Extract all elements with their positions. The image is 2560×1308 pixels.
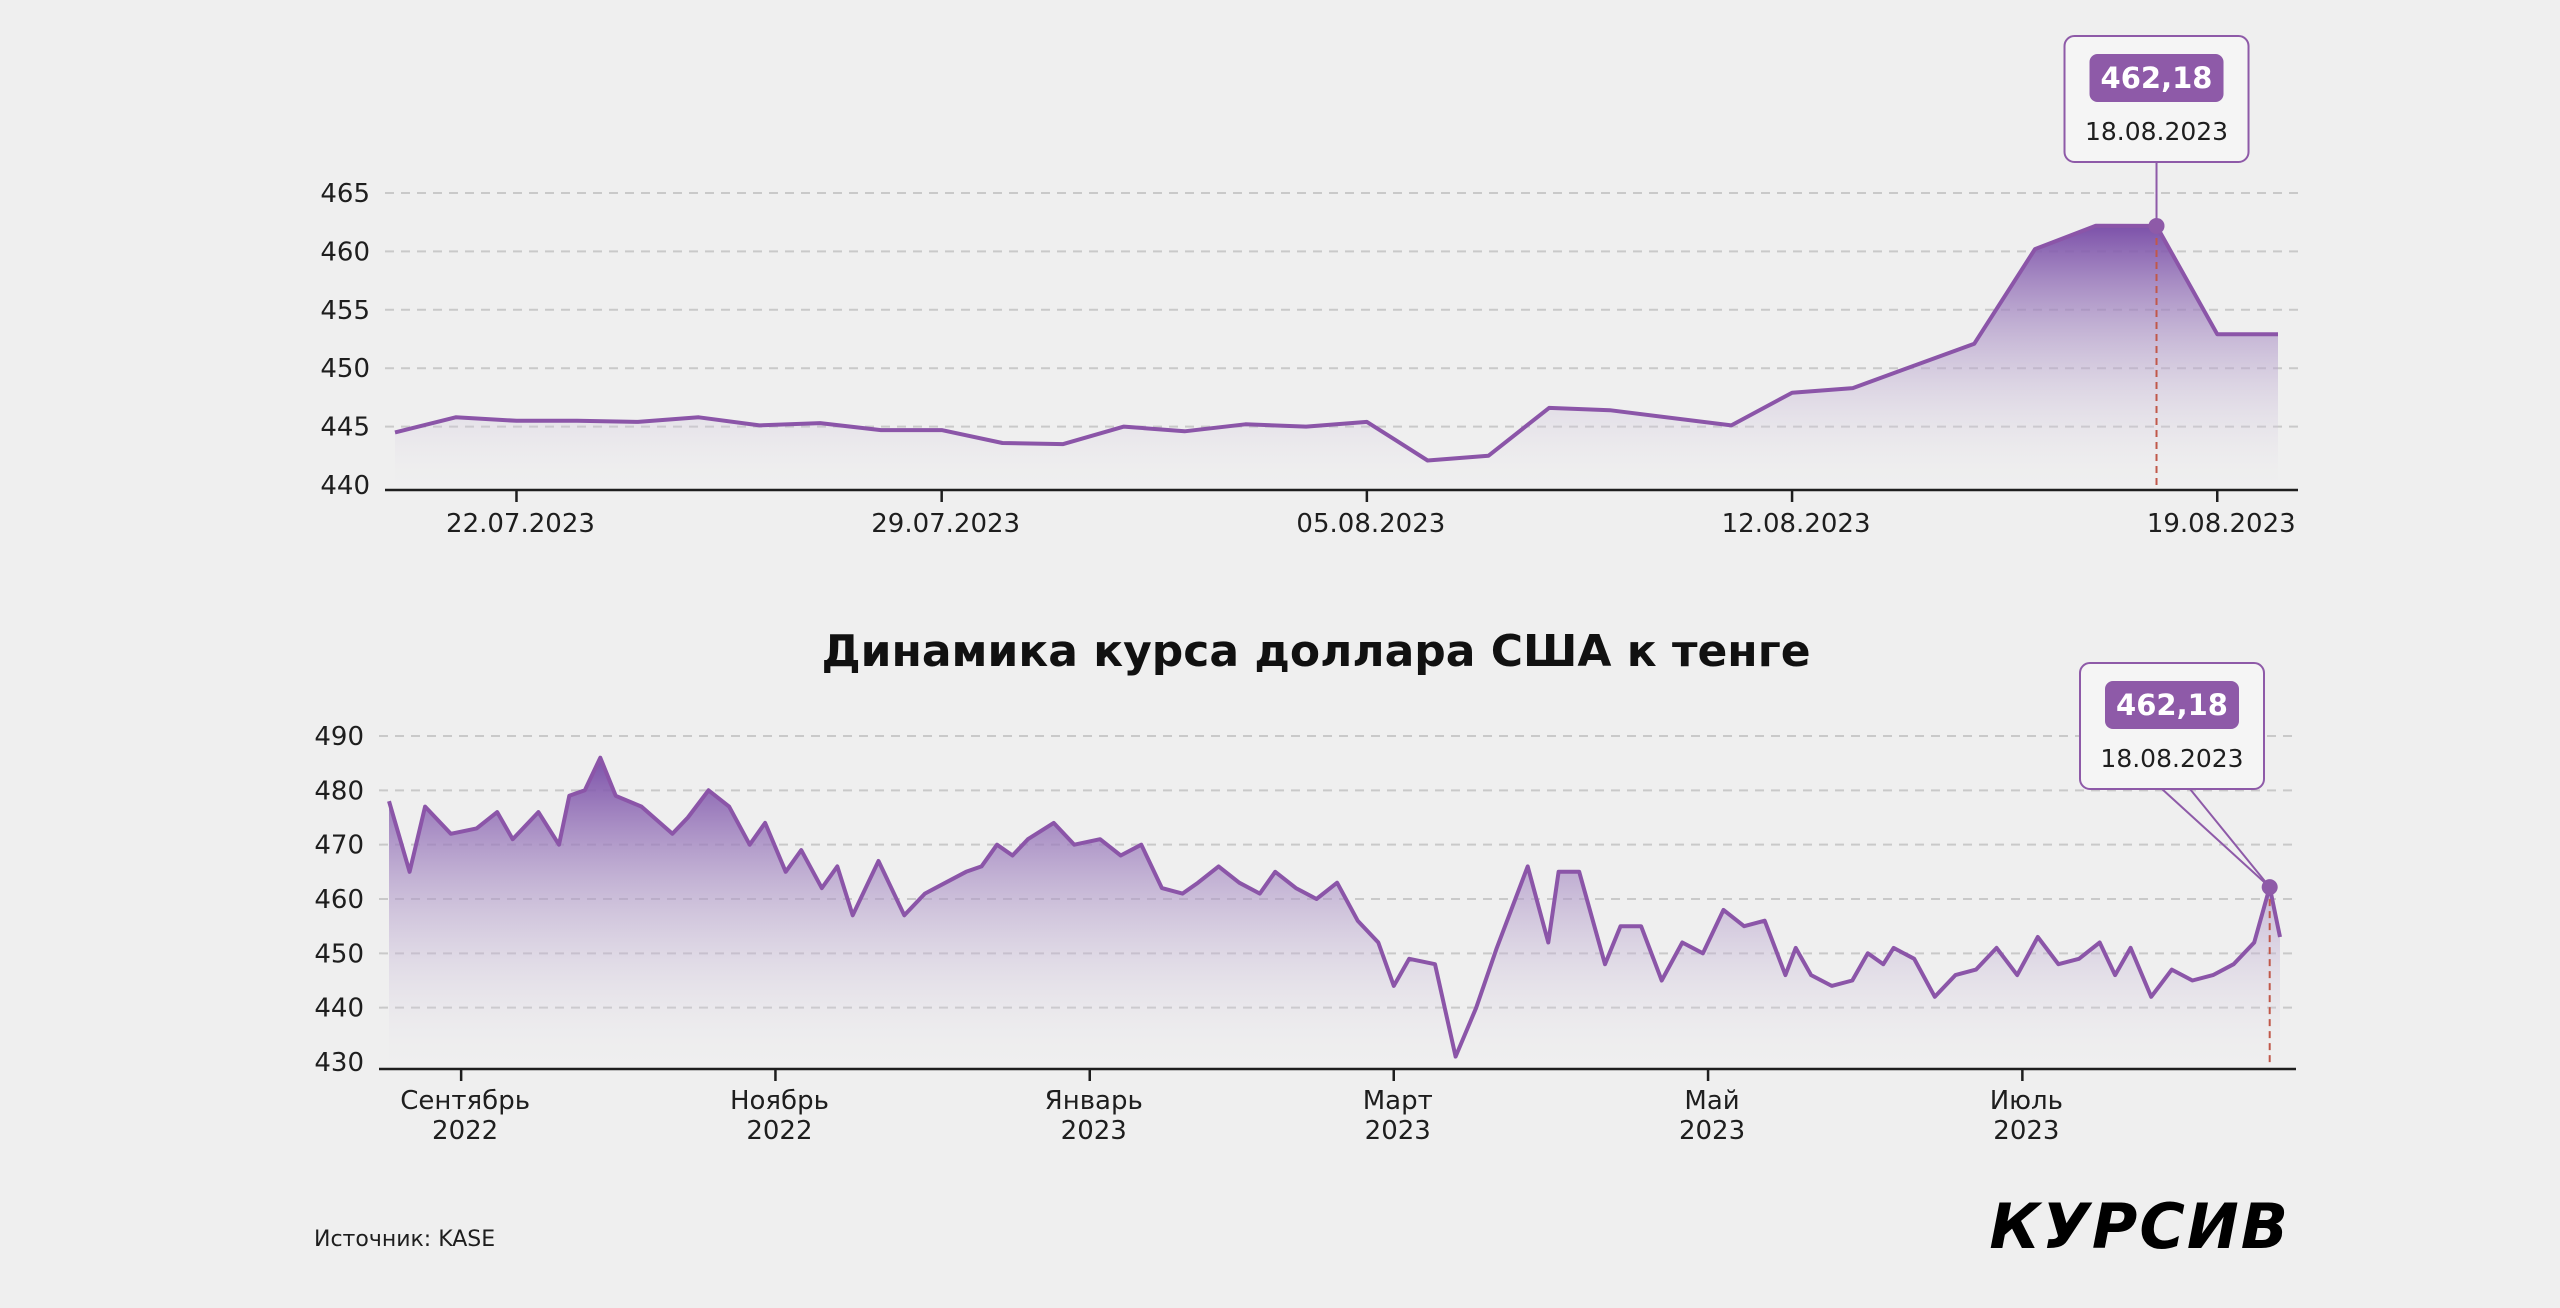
x-tick-label: 29.07.2023 <box>871 509 1020 539</box>
y-tick-label: 430 <box>314 1048 364 1078</box>
y-tick-label: 445 <box>320 413 370 443</box>
y-tick-label: 470 <box>314 831 364 861</box>
x-tick-year: 2023 <box>1993 1116 2059 1146</box>
series-line <box>394 223 2278 463</box>
value-badge <box>2089 54 2224 102</box>
value-badge <box>2105 681 2239 729</box>
x-tick-label: 22.07.2023 <box>446 509 595 539</box>
x-tick-year: 2023 <box>1365 1116 1431 1146</box>
x-tick-label: 12.08.2023 <box>1722 509 1871 539</box>
x-tick-month: Январь <box>1045 1086 1143 1116</box>
x-tick-month: Сентябрь <box>400 1086 530 1116</box>
y-tick-label: 455 <box>320 296 370 326</box>
y-tick-label: 450 <box>320 354 370 384</box>
x-tick-month: Май <box>1684 1086 1739 1116</box>
y-tick-label: 460 <box>320 237 370 267</box>
area-fill <box>395 225 2278 490</box>
x-tick-month: Ноябрь <box>730 1086 829 1116</box>
x-tick-year: 2022 <box>746 1116 812 1146</box>
x-tick-month: Июль <box>1990 1086 2063 1116</box>
chart-title: Динамика курса доллара США к тенге <box>821 626 1810 677</box>
highlight-point <box>2261 879 2278 896</box>
callout-pointer <box>2161 788 2271 888</box>
source-note: Источник: KASE <box>314 1227 495 1252</box>
y-tick-label: 480 <box>314 776 364 806</box>
highlight-value: 462,18 <box>2116 688 2228 722</box>
y-tick-label: 460 <box>314 885 364 915</box>
y-tick-label: 440 <box>314 994 364 1024</box>
series-line <box>387 755 2282 1059</box>
brand-logo: КУРСИВ <box>1989 1190 2290 1263</box>
area-fill <box>389 757 2280 1069</box>
y-tick-label: 465 <box>320 179 370 209</box>
y-tick-label: 450 <box>314 939 364 969</box>
chart-recent: 440 445 450 455 460 465 22.07.2023 29.07.2023 05… <box>320 35 2298 539</box>
x-tick-year: 2023 <box>1679 1116 1745 1146</box>
x-tick-year: 2022 <box>432 1116 498 1146</box>
x-tick-label: 19.08.2023 <box>2147 509 2296 539</box>
highlight-date: 18.08.2023 <box>2100 744 2243 773</box>
x-tick-year: 2023 <box>1061 1116 1127 1146</box>
callout-pointer <box>2189 788 2271 888</box>
highlight-value: 462,18 <box>2101 61 2213 95</box>
x-tick-label: 05.08.2023 <box>1296 509 1445 539</box>
x-tick-month: Март <box>1363 1086 1433 1116</box>
y-tick-label: 440 <box>320 471 370 501</box>
highlight-point <box>2148 217 2165 234</box>
y-tick-label: 490 <box>314 722 364 752</box>
highlight-date: 18.08.2023 <box>2085 117 2228 146</box>
chart-year: 430440450460470480490Сентябрь2022Ноябрь2… <box>314 662 2296 1146</box>
